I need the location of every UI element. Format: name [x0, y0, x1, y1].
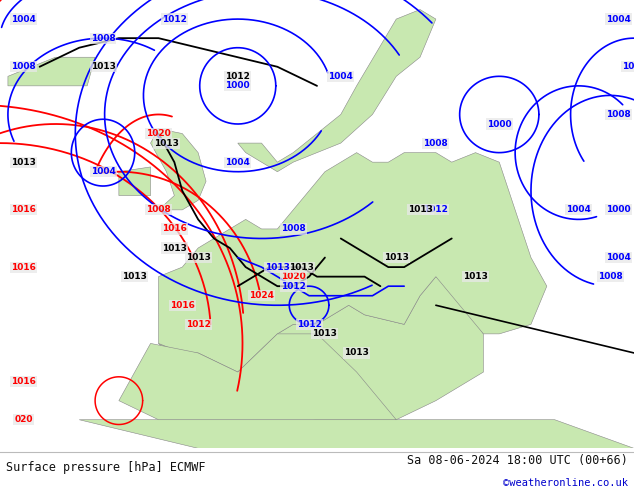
Polygon shape	[158, 152, 547, 372]
Text: 1013: 1013	[91, 62, 115, 71]
Text: 1013: 1013	[344, 348, 369, 358]
Text: 1013: 1013	[265, 263, 290, 271]
Text: 1016: 1016	[170, 301, 195, 310]
Text: 1013: 1013	[186, 253, 210, 262]
Text: 1008: 1008	[424, 139, 448, 147]
Text: 1000: 1000	[622, 62, 634, 71]
Text: 1024: 1024	[249, 291, 274, 300]
Text: 1013: 1013	[313, 329, 337, 339]
Text: 1000: 1000	[487, 120, 512, 128]
Text: 1020: 1020	[281, 272, 306, 281]
Text: 1000: 1000	[606, 205, 630, 214]
Text: Surface pressure [hPa] ECMWF: Surface pressure [hPa] ECMWF	[6, 461, 206, 474]
Polygon shape	[8, 57, 95, 86]
Text: 1013: 1013	[162, 244, 187, 252]
Text: 1013: 1013	[384, 253, 409, 262]
Text: 1012: 1012	[281, 282, 306, 291]
Polygon shape	[238, 9, 436, 171]
Text: 1008: 1008	[146, 205, 171, 214]
Text: 1004: 1004	[605, 15, 631, 24]
Text: 1008: 1008	[281, 224, 306, 233]
Text: 1008: 1008	[605, 110, 631, 119]
Polygon shape	[150, 129, 206, 210]
Text: 1012: 1012	[297, 320, 321, 329]
Text: 1012: 1012	[162, 15, 187, 24]
Polygon shape	[119, 167, 150, 196]
Polygon shape	[79, 420, 634, 448]
Text: 1016: 1016	[11, 377, 36, 386]
Text: 1008: 1008	[11, 62, 36, 71]
Text: 020: 020	[15, 415, 33, 424]
Text: 1016: 1016	[162, 224, 187, 233]
Text: 1004: 1004	[328, 72, 353, 81]
Text: 1004: 1004	[605, 253, 631, 262]
Text: 1016: 1016	[11, 205, 36, 214]
Text: 1013: 1013	[11, 158, 36, 167]
Text: 1020: 1020	[146, 129, 171, 138]
Text: 1008: 1008	[91, 34, 115, 43]
Text: 1004: 1004	[91, 167, 115, 176]
Text: 1013: 1013	[122, 272, 147, 281]
Text: 1008: 1008	[598, 272, 623, 281]
Text: 1016: 1016	[11, 263, 36, 271]
Polygon shape	[119, 334, 396, 420]
Text: 1012: 1012	[424, 205, 448, 214]
Text: 1013: 1013	[463, 272, 488, 281]
Text: ©weatheronline.co.uk: ©weatheronline.co.uk	[503, 477, 628, 488]
Text: 1012: 1012	[186, 320, 210, 329]
Text: 1013: 1013	[408, 205, 432, 214]
Polygon shape	[158, 277, 483, 420]
Text: 1004: 1004	[225, 158, 250, 167]
Text: 1013: 1013	[288, 263, 314, 271]
Text: 1012: 1012	[225, 72, 250, 81]
Text: Sa 08-06-2024 18:00 UTC (00+66): Sa 08-06-2024 18:00 UTC (00+66)	[407, 454, 628, 466]
Text: 1013: 1013	[154, 139, 179, 147]
Text: 1000: 1000	[226, 81, 250, 90]
Text: 1004: 1004	[11, 15, 36, 24]
Text: 1004: 1004	[566, 205, 591, 214]
